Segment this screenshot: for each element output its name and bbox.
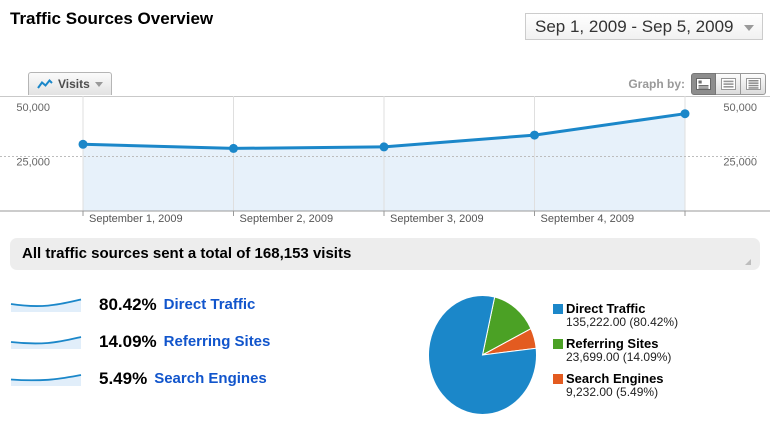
x-axis-date-label: September 4, 2009 [541, 213, 635, 225]
legend-item-direct-traffic: Direct Traffic 135,222.00 (80.42%) [553, 302, 678, 329]
graph-by-week-icon [720, 78, 736, 90]
data-point-marker [680, 109, 690, 119]
legend-item-search-engines: Search Engines 9,232.00 (5.49%) [553, 372, 678, 399]
source-percent: 14.09% [99, 331, 157, 351]
graph-by-day-button[interactable] [691, 73, 716, 95]
legend-value: 23,699.00 (14.09%) [566, 350, 672, 364]
legend-swatch-direct [553, 304, 563, 314]
legend-swatch-search [553, 374, 563, 384]
legend-title: Search Engines [566, 371, 664, 386]
graph-by-day-icon [696, 78, 711, 90]
graph-by-week-button[interactable] [716, 73, 741, 95]
source-percent: 5.49% [99, 368, 148, 388]
source-link-direct-traffic[interactable]: Direct Traffic [163, 296, 256, 313]
trend-sparkline-icon [10, 373, 82, 386]
x-axis-date-label: September 3, 2009 [390, 213, 484, 225]
metric-tab-label: Visits [58, 77, 90, 91]
legend-title: Referring Sites [566, 336, 659, 351]
data-point-marker [530, 130, 539, 140]
visits-line-chart: 25,000 25,000 50,000 50,000 September 1, 200… [0, 96, 770, 225]
data-point-marker [78, 139, 88, 149]
graph-by-button-group [691, 73, 766, 95]
y-axis-label-right: 50,000 [723, 102, 757, 114]
chart-toolbar: Visits Graph by: [0, 72, 770, 97]
source-percent: 80.42% [99, 294, 157, 314]
legend-title: Direct Traffic [566, 301, 646, 316]
x-axis-date-label: September 2, 2009 [240, 213, 334, 225]
legend-value: 135,222.00 (80.42%) [566, 315, 679, 329]
summary-text: All traffic sources sent a total of 168,… [22, 245, 352, 262]
graph-by-month-button[interactable] [741, 73, 766, 95]
legend-value: 9,232.00 (5.49%) [566, 385, 659, 399]
page-title: Traffic Sources Overview [10, 9, 214, 28]
y-axis-label-left: 50,000 [16, 102, 50, 114]
pie-slice [481, 296, 532, 356]
chevron-down-icon [744, 25, 754, 31]
legend-swatch-referring [553, 339, 563, 349]
graph-by-label: Graph by: [628, 77, 685, 91]
source-row-referring-sites: 14.09% Referring Sites [10, 331, 271, 351]
chevron-down-icon [94, 81, 103, 87]
trend-sparkline-icon [10, 298, 82, 312]
pie-legend: Direct Traffic 135,222.00 (80.42%) Refer… [553, 302, 678, 407]
date-range-selector[interactable]: Sep 1, 2009 - Sep 5, 2009 [525, 13, 763, 40]
resize-corner-icon [745, 259, 751, 265]
graph-by-controls: Graph by: [628, 72, 766, 96]
sparkline-icon [37, 78, 53, 89]
graph-by-month-icon [745, 78, 761, 90]
data-point-marker [379, 142, 389, 152]
x-axis-date-label: September 1, 2009 [89, 213, 183, 225]
source-breakdown-list: 80.42% Direct Traffic 14.09% Referring S… [10, 294, 271, 407]
legend-item-referring-sites: Referring Sites 23,699.00 (14.09%) [553, 337, 678, 364]
summary-bar: All traffic sources sent a total of 168,… [10, 238, 760, 270]
metric-tab-visits[interactable]: Visits [28, 72, 112, 95]
source-link-search-engines[interactable]: Search Engines [154, 370, 267, 387]
pie-slice [428, 295, 537, 415]
source-row-search-engines: 5.49% Search Engines [10, 368, 270, 388]
date-range-value: Sep 1, 2009 - Sep 5, 2009 [535, 17, 734, 36]
trend-sparkline-icon [10, 335, 82, 349]
y-axis-label-left: 25,000 [16, 157, 50, 169]
source-link-referring-sites[interactable]: Referring Sites [163, 333, 271, 350]
source-row-direct-traffic: 80.42% Direct Traffic [10, 294, 270, 314]
data-point-marker [229, 143, 238, 153]
y-axis-label-right: 25,000 [723, 157, 757, 169]
traffic-sources-pie-chart [428, 295, 537, 415]
